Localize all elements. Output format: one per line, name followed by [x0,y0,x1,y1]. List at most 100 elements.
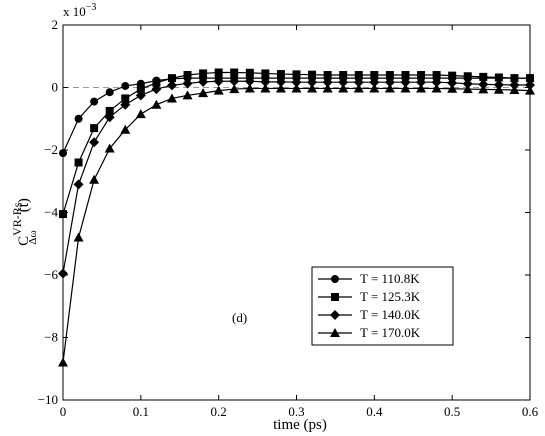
legend-entry: T = 140.0K [360,307,421,322]
data-point [166,80,177,91]
data-point [90,97,99,106]
data-point [229,84,240,94]
legend-entry: T = 170.0K [360,325,421,340]
x-tick-label: 0.3 [288,404,304,419]
data-point [182,78,193,89]
data-point [308,70,317,79]
data-point [199,69,208,78]
data-point [89,174,100,184]
data-point [182,90,193,100]
y-tick-label: 2 [52,17,59,32]
data-point [431,77,442,88]
data-point [417,71,426,79]
data-point [353,83,364,93]
legend-marker [331,293,339,301]
series-diamond [58,76,535,279]
y-tick-label: −4 [44,205,58,220]
data-point [198,76,209,87]
data-point [291,83,302,93]
data-point [448,71,457,80]
data-point [400,83,411,93]
data-point [120,124,131,134]
legend-marker [330,310,340,320]
data-point [244,83,255,93]
data-point [322,77,333,88]
data-point [74,158,83,167]
data-point [416,83,427,93]
data-point [261,69,270,78]
data-point [369,83,380,93]
data-point [59,149,67,158]
data-point [198,88,209,98]
y-tick-label: −8 [44,330,58,345]
data-point [432,71,441,79]
axis-ticks: 0 0.1 0.2 0.3 0.4 0.5 0.6 −10 −8 −6 −4 −2 0 2 [38,17,539,419]
data-point [90,124,99,133]
data-point [260,83,271,93]
data-point [151,84,162,95]
data-point [353,77,364,88]
data-point [73,179,84,190]
data-point [276,70,285,79]
data-point [416,77,427,88]
x-tick-label: 0.4 [366,404,383,419]
data-point [74,114,83,123]
data-point [323,71,332,79]
data-point [462,84,473,94]
data-point [213,76,224,87]
data-point [135,109,146,119]
series-layer [58,68,535,367]
data-point [183,71,192,79]
legend-entry: T = 125.3K [360,289,421,304]
data-point [105,106,114,115]
data-point [447,83,458,93]
x-axis-label: time (ps) [273,417,327,433]
data-point [120,99,131,110]
data-point [291,77,302,88]
data-point [104,143,115,153]
data-point [339,71,348,79]
data-point [307,77,318,88]
x-tick-label: 0.1 [133,404,149,419]
y-axis-label: CVR-RsΔω(t) [10,198,39,246]
data-point [338,83,349,93]
data-point [493,84,504,94]
legend-entry: T = 110.8K [360,271,420,286]
data-point [229,76,240,87]
series-triangle [58,83,535,367]
data-point [58,357,68,367]
y-tick-label: −2 [44,142,58,157]
series-line [62,71,530,215]
data-point [136,85,145,94]
data-point [230,68,239,77]
data-point [510,74,519,83]
series-line [62,87,531,363]
data-point [89,137,100,148]
data-point [275,83,286,93]
y-tick-label: −10 [38,392,58,407]
data-point [338,77,349,88]
y-tick-label: 0 [52,80,59,95]
data-point [73,232,84,242]
data-point [166,93,177,103]
data-point [245,68,254,77]
data-point [431,83,442,93]
data-point [479,72,488,81]
x-tick-label: 0.6 [522,404,539,419]
data-point [509,85,520,94]
x-tick-label: 0.2 [211,404,227,419]
series-square [59,68,534,219]
data-point [494,73,503,82]
data-point [384,77,395,88]
data-point [244,76,255,87]
data-point [307,83,318,93]
series-line [62,80,530,274]
x-tick-label: 0 [60,404,67,419]
data-point [121,94,130,103]
data-point [121,81,130,90]
data-point [135,90,146,101]
y-axis-multiplier: x 10−3 [63,2,96,19]
data-point [526,74,534,83]
data-point [462,78,473,89]
